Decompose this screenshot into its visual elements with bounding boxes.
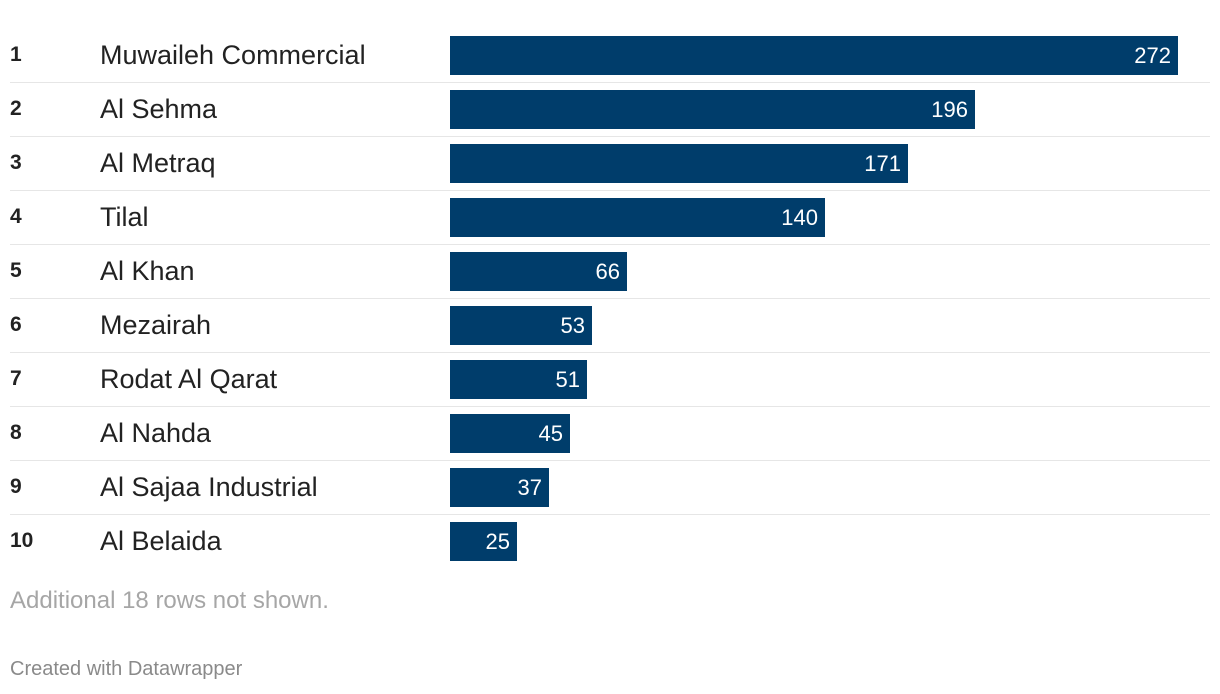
bar [450, 306, 592, 345]
bar [450, 144, 908, 183]
chart-row: 10 Al Belaida 25 [10, 514, 1210, 568]
bar [450, 252, 627, 291]
category-label: Muwaileh Commercial [100, 40, 366, 70]
rank-label: 10 [10, 529, 34, 552]
category-label: Tilal [100, 202, 149, 232]
chart-row: 3 Al Metraq 171 [10, 136, 1210, 191]
rank-label: 2 [10, 97, 22, 120]
category-label: Al Sajaa Industrial [100, 472, 318, 502]
bar [450, 198, 825, 237]
rank-label: 4 [10, 205, 22, 228]
category-label: Al Metraq [100, 148, 216, 178]
rank-label: 7 [10, 367, 22, 390]
category-label: Al Sehma [100, 94, 218, 124]
bar-chart: 1 Muwaileh Commercial 272 2 Al Sehma 196 3 Al M… [10, 28, 1210, 568]
category-label: Mezairah [100, 310, 212, 340]
rank-label: 1 [10, 43, 22, 66]
bar [450, 360, 587, 399]
chart-row: 6 Mezairah 53 [10, 298, 1210, 353]
chart-row: 7 Rodat Al Qarat 51 [10, 352, 1210, 407]
value-label: 140 [781, 205, 818, 230]
value-label: 171 [864, 151, 901, 176]
value-label: 51 [555, 367, 580, 392]
value-label: 196 [931, 97, 968, 122]
value-label: 25 [485, 529, 510, 554]
bar [450, 36, 1178, 75]
chart-row: 1 Muwaileh Commercial 272 [10, 28, 1210, 83]
value-label: 66 [595, 259, 620, 284]
rank-label: 8 [10, 421, 22, 444]
value-label: 53 [560, 313, 585, 338]
chart-row: 9 Al Sajaa Industrial 37 [10, 460, 1210, 515]
category-label: Al Khan [100, 256, 195, 286]
rank-label: 3 [10, 151, 22, 174]
chart-row: 4 Tilal 140 [10, 190, 1210, 245]
chart-row: 2 Al Sehma 196 [10, 82, 1210, 137]
value-label: 272 [1134, 43, 1171, 68]
chart-row: 5 Al Khan 66 [10, 244, 1210, 299]
value-label: 37 [517, 475, 542, 500]
chart-row: 8 Al Nahda 45 [10, 406, 1210, 461]
rank-label: 6 [10, 313, 22, 336]
rows-hidden-note: Additional 18 rows not shown. [10, 587, 329, 614]
bar [450, 414, 570, 453]
bar [450, 90, 975, 129]
category-label: Al Nahda [100, 418, 212, 448]
datawrapper-credit: Created with Datawrapper [10, 658, 243, 680]
value-label: 45 [538, 421, 563, 446]
rank-label: 9 [10, 475, 22, 498]
category-label: Rodat Al Qarat [100, 364, 278, 394]
category-label: Al Belaida [100, 526, 222, 556]
bar [450, 468, 549, 507]
bar [450, 522, 517, 561]
rank-label: 5 [10, 259, 22, 282]
